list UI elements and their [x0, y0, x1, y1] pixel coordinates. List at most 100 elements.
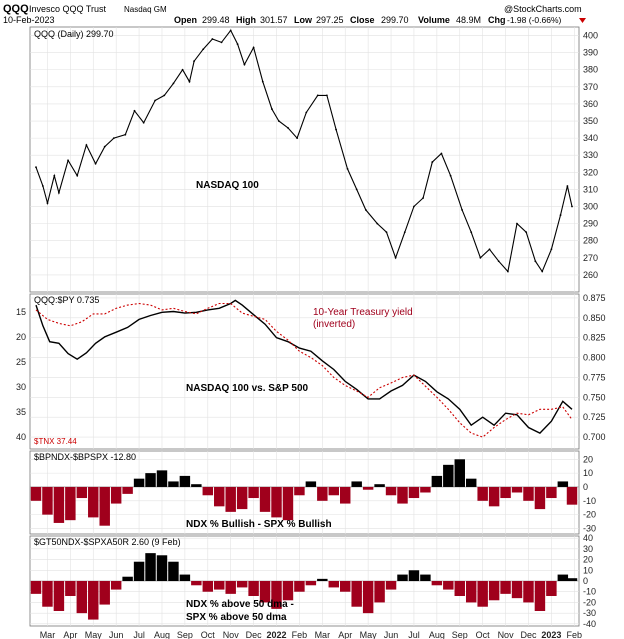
x-tick-label: 2023 — [541, 630, 561, 639]
breadth-spread-bar — [477, 581, 488, 607]
bullish-spread-bar — [488, 486, 500, 507]
exchange-label: Nasdaq GM — [124, 5, 167, 14]
price-point — [422, 197, 425, 199]
breadth-spread-bar — [259, 581, 271, 603]
qqq-spy-ratio-line — [35, 299, 573, 434]
price-point — [413, 205, 415, 208]
price-point — [112, 137, 115, 140]
bullish-spread-bar — [99, 486, 110, 526]
high-label: High — [236, 15, 256, 25]
y-tick-label: 0.800 — [583, 353, 606, 363]
bullish-spread-bar — [53, 486, 65, 523]
left-y-tick-label: 15 — [16, 307, 26, 317]
price-point — [335, 128, 337, 131]
bullish-spread-bar — [122, 486, 133, 494]
bullish-spread-bar — [362, 486, 374, 490]
price-point — [296, 137, 299, 140]
x-tick-label: Apr — [338, 630, 352, 639]
price-point — [326, 94, 328, 97]
x-tick-label: Jul — [408, 630, 420, 639]
security-name: Invesco QQQ Trust — [29, 4, 107, 14]
price-point — [261, 80, 264, 83]
breadth-spread-bar — [53, 581, 65, 611]
bullish-spread-bar — [294, 486, 305, 496]
price-point — [287, 126, 289, 129]
close-value: 299.70 — [381, 15, 409, 25]
price-point — [142, 121, 145, 124]
breadth-spread-bar — [133, 561, 145, 581]
bullish-spread-bar — [511, 486, 523, 493]
y-tick-label: 370 — [583, 82, 598, 92]
close-label: Close — [350, 15, 375, 25]
y-tick-label: 0.875 — [583, 293, 606, 303]
price-point — [76, 174, 79, 177]
price-point — [550, 248, 553, 251]
x-tick-label: Nov — [498, 630, 515, 639]
bullish-spread-bar — [88, 486, 99, 518]
price-point — [202, 48, 205, 51]
y-tick-label: 10 — [583, 565, 593, 575]
price-point — [559, 214, 562, 216]
breadth-annotation-line2: SPX % above 50 dma — [186, 612, 287, 623]
y-tick-label: -20 — [583, 510, 596, 520]
bullish-spread-bar — [500, 486, 511, 499]
price-point — [277, 120, 280, 122]
price-point — [252, 46, 255, 49]
bullish-spread-bar — [351, 481, 362, 487]
price-point — [220, 41, 223, 44]
bullish-spread-bar — [328, 486, 340, 496]
price-point — [516, 222, 518, 225]
y-tick-label: 360 — [583, 99, 598, 109]
y-tick-label: -40 — [583, 619, 596, 629]
price-point — [53, 174, 56, 177]
y-tick-label: 0.825 — [583, 333, 606, 343]
breadth-spread-bar — [122, 576, 133, 581]
breadth-legend: $GT50NDX-$SPXA50R 2.60 (9 Feb) — [34, 537, 181, 547]
open-label: Open — [174, 15, 197, 25]
price-point — [193, 60, 195, 63]
volume-label: Volume — [418, 15, 450, 25]
left-y-tick-label: 25 — [16, 357, 26, 367]
price-legend: QQQ (Daily) 299.70 — [34, 29, 114, 39]
bullish-spread-bar — [271, 486, 282, 518]
breadth-spread-bar — [420, 574, 431, 581]
price-point — [46, 202, 49, 204]
breadth-spread-bar — [534, 581, 546, 611]
y-tick-label: 350 — [583, 116, 598, 126]
breadth-spread-bar — [465, 581, 477, 603]
price-point — [211, 38, 214, 40]
price-point — [566, 185, 569, 187]
breadth-spread-bar — [88, 581, 99, 620]
price-point — [35, 166, 37, 169]
low-value: 297.25 — [316, 15, 344, 25]
x-tick-label: Jul — [133, 630, 145, 639]
x-tick-label: Mar — [315, 630, 331, 639]
breadth-spread-bar — [65, 581, 76, 596]
y-tick-label: 340 — [583, 133, 598, 143]
x-tick-label: Sep — [452, 630, 468, 639]
price-point — [534, 260, 537, 263]
price-point — [305, 111, 308, 114]
y-tick-label: 380 — [583, 65, 598, 75]
price-point — [525, 231, 528, 234]
price-point — [488, 248, 491, 251]
bullish-spread-bar — [202, 486, 214, 496]
price-point — [229, 29, 232, 32]
bullish-legend: $BPNDX-$BPSPX -12.80 — [34, 452, 136, 462]
price-point — [154, 99, 157, 102]
breadth-spread-bar — [385, 581, 397, 590]
price-point — [181, 68, 184, 71]
bullish-spread-bar — [431, 475, 443, 487]
price-point — [172, 82, 175, 85]
breadth-spread-bar — [214, 581, 225, 590]
y-tick-label: 320 — [583, 167, 598, 177]
bullish-spread-bar — [420, 486, 431, 493]
breadth-spread-bar — [431, 581, 443, 586]
breadth-spread-bar — [317, 578, 328, 581]
x-tick-label: Feb — [567, 630, 583, 639]
price-point — [236, 43, 239, 45]
price-point — [470, 231, 473, 234]
bullish-spread-bar — [465, 478, 477, 487]
x-tick-label: May — [360, 630, 378, 639]
y-tick-label: 10 — [583, 468, 593, 478]
